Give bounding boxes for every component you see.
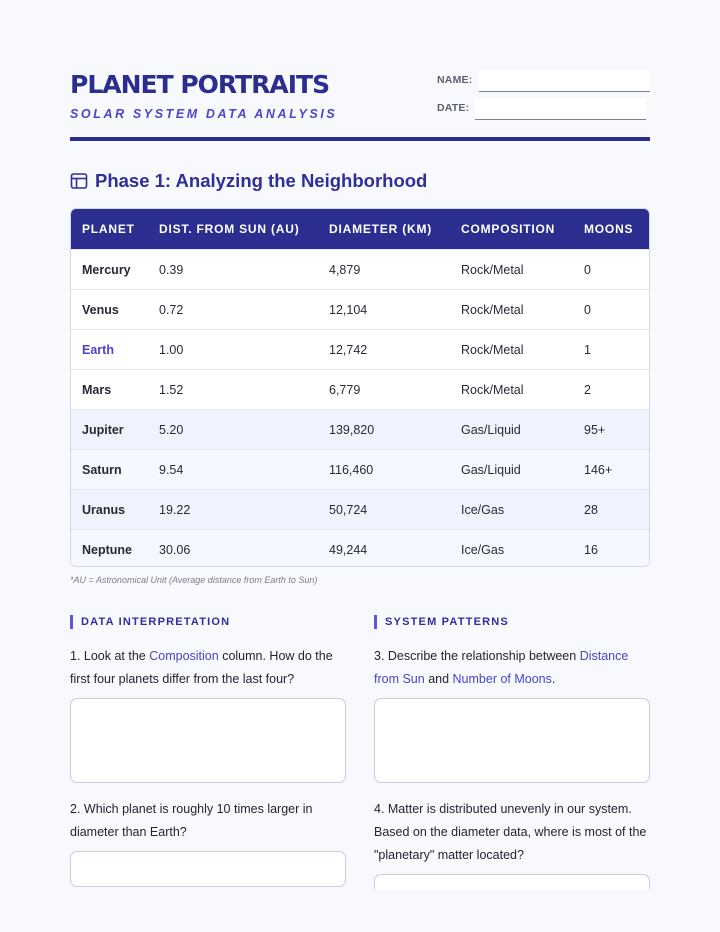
planet-moons: 2 <box>573 369 649 410</box>
system-patterns-section: SYSTEM PATTERNS 3. Describe the relation… <box>374 612 650 889</box>
planet-name: Mars <box>71 369 148 410</box>
question-1-text-end: column. How do the first four planets di… <box>70 649 333 686</box>
table-row: Uranus 19.22 50,724 Ice/Gas 28 <box>71 489 649 530</box>
planet-name: Saturn <box>71 449 148 490</box>
planet-distance: 5.20 <box>148 409 318 450</box>
question-1-text-start: 1. Look at the <box>70 649 150 663</box>
column-header-distance: DIST. FROM SUN (AU) <box>148 209 318 250</box>
table-row: Neptune 30.06 49,244 Ice/Gas 16 <box>71 529 649 566</box>
planet-composition: Ice/Gas <box>450 529 573 566</box>
planet-name: Neptune <box>71 529 148 566</box>
worksheet-page: PLANET PORTRAITS SOLAR SYSTEM DATA ANALY… <box>70 0 650 932</box>
planet-distance: 1.52 <box>148 369 318 410</box>
planet-distance: 0.72 <box>148 289 318 330</box>
table-row: Saturn 9.54 116,460 Gas/Liquid 146+ <box>71 449 649 490</box>
planet-moons: 146+ <box>573 449 649 490</box>
planet-diameter: 50,724 <box>318 489 450 530</box>
planet-moons: 1 <box>573 329 649 370</box>
planet-composition: Gas/Liquid <box>450 449 573 490</box>
data-interpretation-section: DATA INTERPRETATION 1. Look at the Compo… <box>70 612 346 887</box>
planet-distance: 9.54 <box>148 449 318 490</box>
planet-distance: 30.06 <box>148 529 318 566</box>
date-field[interactable] <box>475 98 646 120</box>
planet-diameter: 6,779 <box>318 369 450 410</box>
planet-name: Earth <box>71 329 148 370</box>
name-field[interactable] <box>479 70 650 92</box>
system-patterns-heading: SYSTEM PATTERNS <box>374 612 650 632</box>
table-header-row: PLANET DIST. FROM SUN (AU) DIAMETER (KM)… <box>71 209 649 250</box>
name-label: NAME: <box>437 74 473 86</box>
table-footnote: *AU = Astronomical Unit (Average distanc… <box>70 575 318 585</box>
planet-diameter: 116,460 <box>318 449 450 490</box>
planet-name: Venus <box>71 289 148 330</box>
question-1-keyword: Composition <box>149 649 219 663</box>
planet-name: Mercury <box>71 249 148 290</box>
section-title: Phase 1: Analyzing the Neighborhood <box>95 170 428 191</box>
planet-diameter: 12,104 <box>318 289 450 330</box>
table-row: Jupiter 5.20 139,820 Gas/Liquid 95+ <box>71 409 649 450</box>
planet-moons: 16 <box>573 529 649 566</box>
question-1: 1. Look at the Composition column. How d… <box>70 645 346 691</box>
planet-name: Uranus <box>71 489 148 530</box>
column-header-composition: COMPOSITION <box>450 209 573 250</box>
table-icon <box>70 173 88 189</box>
planet-distance: 19.22 <box>148 489 318 530</box>
planet-diameter: 12,742 <box>318 329 450 370</box>
planet-composition: Rock/Metal <box>450 369 573 410</box>
planet-distance: 0.39 <box>148 249 318 290</box>
planet-moons: 0 <box>573 289 649 330</box>
answer-box-2[interactable] <box>70 851 346 887</box>
question-3-text-start: 3. Describe the relationship between <box>374 649 580 663</box>
planet-name: Jupiter <box>71 409 148 450</box>
planet-composition: Ice/Gas <box>450 489 573 530</box>
planet-moons: 0 <box>573 249 649 290</box>
header-divider <box>70 137 650 141</box>
question-3-keyword-distance: Distance from Sun <box>374 649 629 686</box>
planet-composition: Rock/Metal <box>450 329 573 370</box>
column-header-planet: PLANET <box>71 209 148 250</box>
table-row: Earth 1.00 12,742 Rock/Metal 1 <box>71 329 649 370</box>
column-header-moons: MOONS <box>573 209 649 250</box>
answer-box-4[interactable] <box>374 874 650 889</box>
table-row: Mercury 0.39 4,879 Rock/Metal 0 <box>71 249 649 290</box>
question-3-text-end: . <box>551 672 556 686</box>
page-subtitle: SOLAR SYSTEM DATA ANALYSIS <box>70 107 338 121</box>
planet-diameter: 139,820 <box>318 409 450 450</box>
planet-diameter: 49,244 <box>318 529 450 566</box>
planet-composition: Rock/Metal <box>450 249 573 290</box>
table-row: Mars 1.52 6,779 Rock/Metal 2 <box>71 369 649 410</box>
question-2: 2. Which planet is roughly 10 times larg… <box>70 802 313 839</box>
planet-distance: 1.00 <box>148 329 318 370</box>
answer-box-3[interactable] <box>374 698 650 783</box>
planet-moons: 28 <box>573 489 649 530</box>
planet-diameter: 4,879 <box>318 249 450 290</box>
column-header-diameter: DIAMETER (KM) <box>318 209 450 250</box>
planet-composition: Rock/Metal <box>450 289 573 330</box>
planet-data-table: PLANET DIST. FROM SUN (AU) DIAMETER (KM)… <box>70 208 650 567</box>
question-3: 3. Describe the relationship between Dis… <box>374 645 650 691</box>
planet-moons: 95+ <box>573 409 649 450</box>
planet-composition: Gas/Liquid <box>450 409 573 450</box>
table-row: Venus 0.72 12,104 Rock/Metal 0 <box>71 289 649 330</box>
answer-box-1[interactable] <box>70 698 346 783</box>
data-interpretation-heading: DATA INTERPRETATION <box>70 612 346 632</box>
question-3-keyword-moons: Number of Moons <box>452 672 552 686</box>
date-label: DATE: <box>437 102 470 114</box>
question-3-text-middle: and <box>424 672 453 686</box>
question-4: 4. Matter is distributed unevenly in our… <box>374 802 647 862</box>
page-title: PLANET PORTRAITS <box>70 70 330 99</box>
